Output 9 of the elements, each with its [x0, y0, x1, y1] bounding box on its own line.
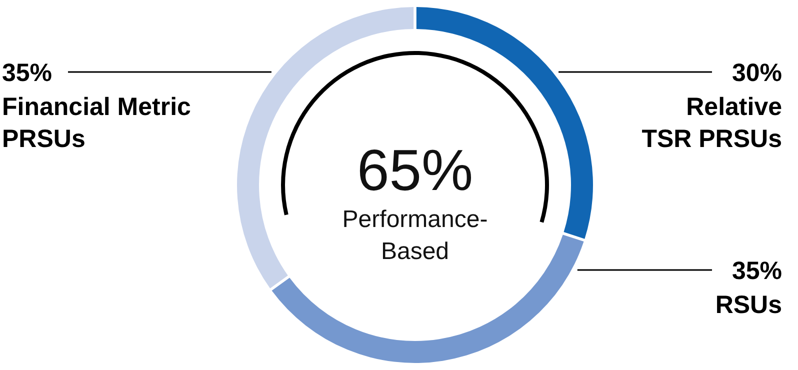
slice-label: RSUs: [715, 291, 782, 319]
data-label: 35%: [2, 59, 52, 87]
donut-slice: [272, 234, 584, 363]
slice-label: Relative TSR PRSUs: [642, 93, 782, 153]
data-label: 35%: [732, 257, 782, 285]
data-label: 30%: [732, 59, 782, 87]
slice-label: Financial Metric PRSUs: [2, 93, 192, 153]
text: Performance-Based: [342, 206, 488, 265]
text: 65%: [356, 138, 474, 203]
